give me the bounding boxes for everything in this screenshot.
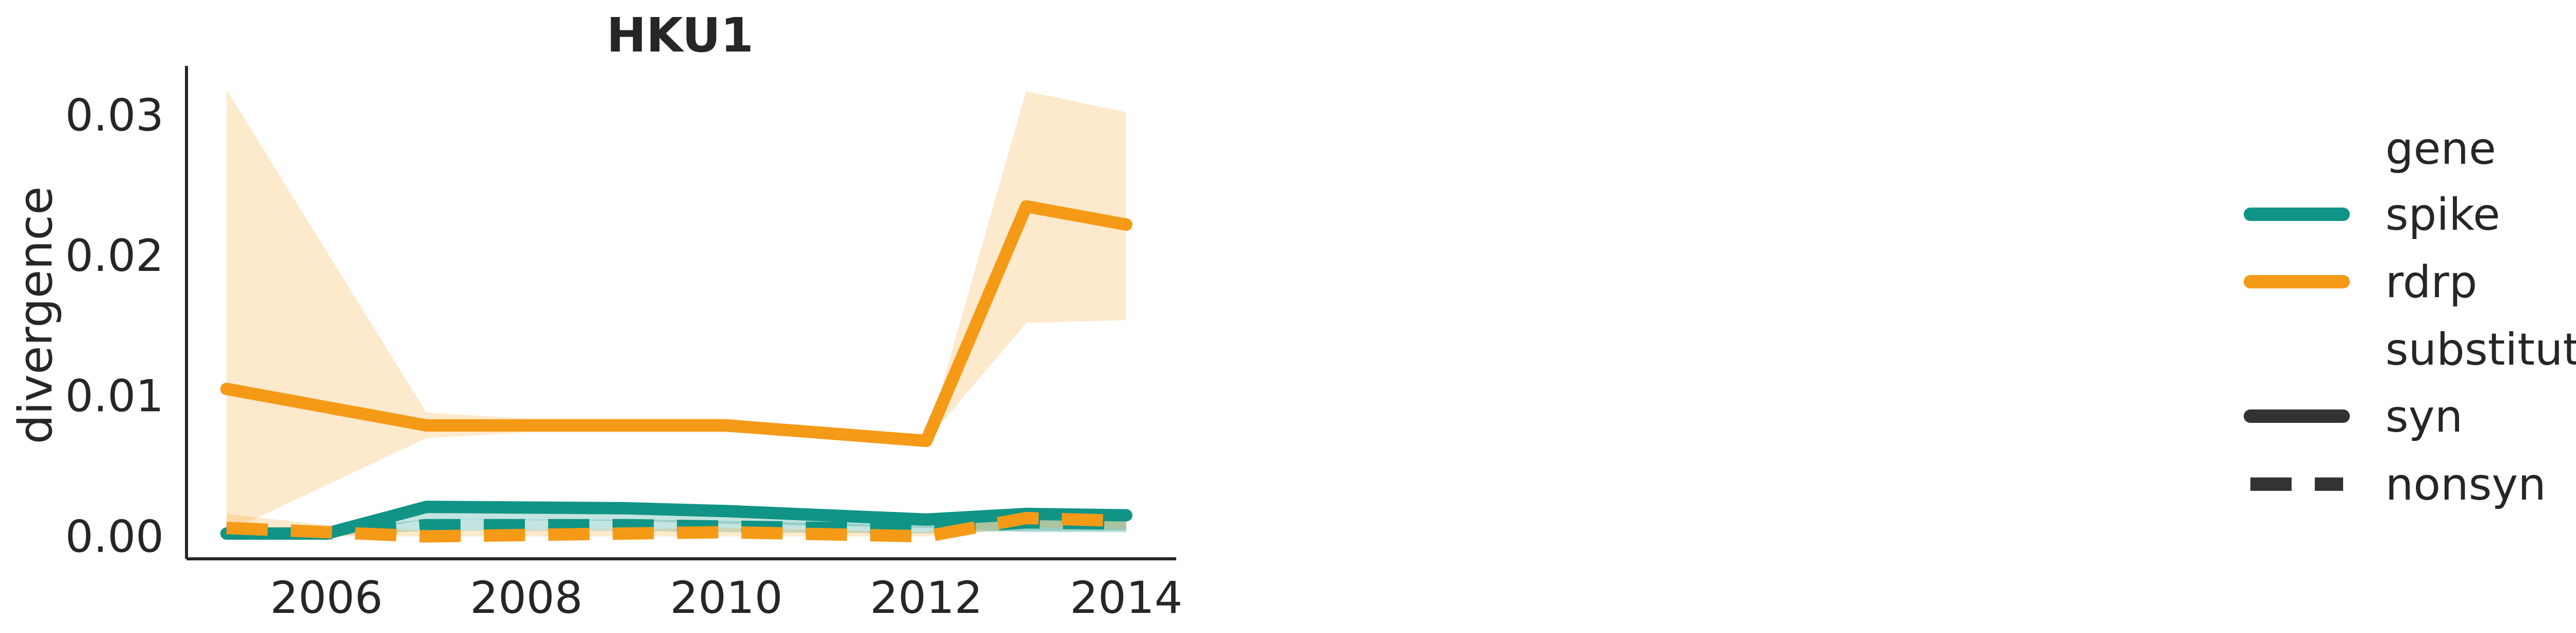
y-axis-label: divergence: [9, 186, 63, 444]
y-tick-label: 0.03: [65, 90, 164, 141]
y-tick-labels: 0.00 0.01 0.02 0.03: [65, 90, 164, 562]
series-lines: [220, 200, 1132, 543]
x-tick-label: 2014: [1070, 572, 1183, 624]
legend-label-spike: spike: [2385, 189, 2500, 241]
legend-title-substitution: substitution: [2385, 324, 2576, 375]
legend-title-gene: gene: [2385, 123, 2496, 175]
line-spike-syn: [220, 501, 1132, 540]
legend-label-syn: syn: [2385, 391, 2463, 442]
y-tick-label: 0.00: [65, 511, 164, 562]
legend-label-nonsyn: nonsyn: [2385, 459, 2546, 510]
y-tick-label: 0.02: [65, 230, 164, 282]
x-tick-label: 2010: [670, 572, 783, 624]
line-rdrp-nonsyn: [226, 511, 1127, 543]
x-tick-label: 2006: [270, 572, 383, 624]
chart-title: HKU1: [606, 8, 753, 63]
line-rdrp-syn: [220, 200, 1132, 447]
y-tick-label: 0.01: [65, 371, 164, 422]
legend-label-rdrp: rdrp: [2385, 256, 2477, 308]
x-tick-label: 2008: [470, 572, 583, 624]
x-tick-label: 2012: [870, 572, 982, 624]
legend: gene spike rdrp substitution syn nonsyn: [2244, 123, 2576, 510]
x-tick-labels: 2006 2008 2010 2012 2014: [270, 572, 1182, 624]
